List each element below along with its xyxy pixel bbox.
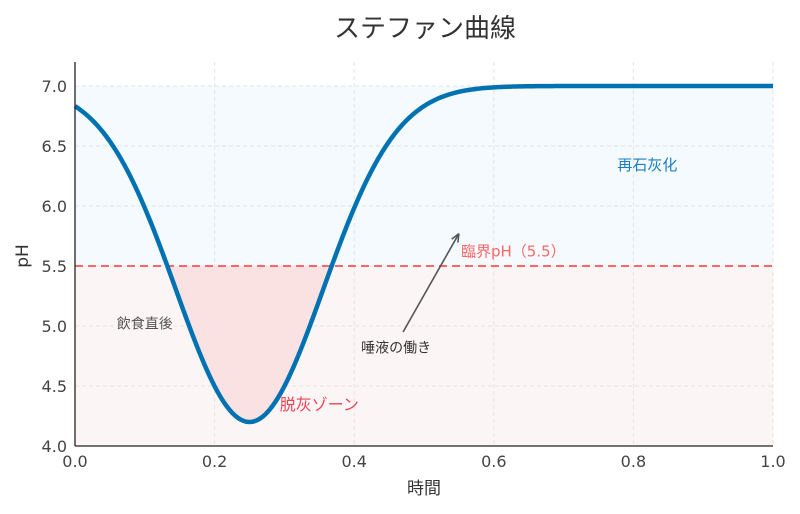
after-eating-label: 飲食直後 — [117, 315, 173, 332]
x-tick-label: 0.2 — [202, 452, 227, 471]
x-tick-label: 0.4 — [341, 452, 366, 471]
saliva-action-label: 唾液の働き — [361, 340, 431, 356]
y-tick-label: 5.0 — [42, 317, 67, 336]
y-tick-label: 4.0 — [42, 437, 67, 456]
y-tick-label: 5.5 — [42, 257, 67, 276]
y-tick-label: 4.5 — [42, 377, 67, 396]
chart-title: ステファン曲線 — [334, 14, 516, 44]
stephan-curve-line — [73, 83, 773, 425]
x-tick-label: 0.8 — [621, 452, 646, 471]
arrow-head-icon — [451, 232, 460, 243]
x-tick-label: 0.0 — [62, 452, 87, 471]
saliva-arrow-line — [402, 233, 460, 333]
y-tick-label: 6.0 — [42, 197, 67, 216]
y-tick-label: 7.0 — [42, 77, 67, 96]
critical-ph-label: 臨界pH（5.5） — [461, 242, 566, 260]
region-band-0 — [75, 86, 773, 266]
demineralization-fill — [167, 266, 332, 422]
remineralization-label: 再石灰化 — [617, 156, 677, 174]
x-tick-label: 1.0 — [760, 452, 785, 471]
x-tick-label: 0.6 — [481, 452, 506, 471]
demineralization-zone-label: 脱灰ゾーン — [280, 395, 359, 414]
y-axis-label: pH — [13, 244, 33, 268]
x-axis-label: 時間 — [407, 479, 441, 499]
y-tick-label: 6.5 — [42, 137, 67, 156]
